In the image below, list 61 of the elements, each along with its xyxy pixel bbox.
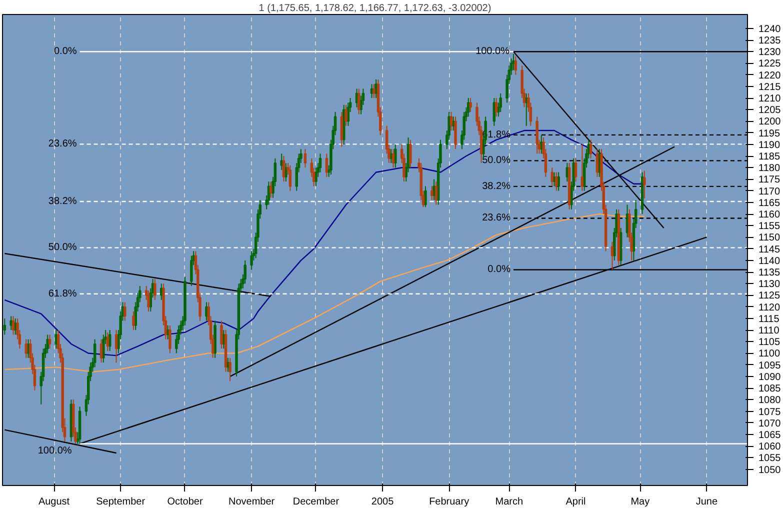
y-tick-label: 1075: [758, 406, 782, 418]
y-tick-label: 1240: [758, 24, 782, 35]
y-tick-label: 1205: [758, 105, 782, 116]
y-tick-label: 1130: [758, 279, 780, 290]
y-tick-label: 1145: [758, 244, 780, 256]
x-tick-label: March: [495, 496, 524, 508]
y-tick-label: 1065: [758, 430, 782, 441]
x-tick-label: October: [167, 496, 204, 508]
y-tick-label: 1105: [758, 337, 780, 348]
y-tick-label: 1060: [758, 442, 782, 453]
series-label: 100.0%: [38, 446, 72, 457]
y-tick-label: 1185: [758, 152, 780, 163]
y-tick-label: 1215: [758, 82, 782, 93]
y-tick-label: 1085: [758, 384, 782, 395]
x-tick-label: February: [429, 496, 470, 508]
x-tick-label: August: [38, 496, 70, 508]
series-label: 50.0%: [48, 242, 77, 254]
x-tick-label: April: [566, 496, 586, 508]
y-tick-label: 1170: [758, 186, 780, 198]
y-tick-label: 1195: [758, 128, 780, 140]
x-tick-label: September: [96, 496, 146, 508]
y-tick-label: 1230: [758, 47, 782, 58]
y-tick-label: 1150: [758, 232, 780, 244]
y-tick-label: 1160: [758, 210, 780, 221]
series-label: 0.0%: [488, 264, 511, 276]
series-label: 0.0%: [54, 46, 77, 58]
y-tick-label: 1090: [758, 372, 782, 383]
series-label: 38.2%: [48, 196, 77, 208]
series-label: 23.6%: [48, 138, 77, 150]
series-label: 23.6%: [482, 212, 511, 224]
series-label: 50.0%: [482, 155, 511, 166]
x-tick-label: June: [696, 496, 718, 508]
x-tick-label: 2005: [371, 496, 394, 508]
y-tick-label: 1190: [758, 140, 780, 151]
y-tick-label: 1110: [758, 326, 780, 337]
y-tick-label: 1070: [758, 418, 782, 430]
y-tick-label: 1125: [758, 290, 780, 302]
y-tick-label: 1080: [758, 395, 782, 406]
y-tick-label: 1050: [758, 464, 782, 476]
y-tick-label: 1225: [758, 58, 782, 70]
y-tick-label: 1055: [758, 453, 782, 464]
y-tick-label: 1155: [758, 221, 780, 232]
y-tick-label: 1135: [758, 268, 780, 279]
x-tick-label: May: [630, 496, 650, 508]
y-tick-label: 1220: [758, 70, 782, 82]
x-tick-label: November: [228, 496, 276, 508]
y-tick-label: 1095: [758, 360, 782, 372]
x-tick-label: December: [292, 496, 340, 508]
y-tick-label: 1140: [758, 256, 780, 267]
y-tick-label: 1210: [758, 94, 782, 105]
chart-title: 1 (1,175.65, 1,178.62, 1,166.77, 1,172.63, -3.02002): [258, 3, 492, 14]
y-tick-label: 1175: [758, 174, 780, 186]
y-tick-label: 1180: [758, 163, 780, 174]
y-tick-label: 1115: [758, 314, 780, 325]
y-tick-label: 1120: [758, 302, 780, 314]
series-label: 38.2%: [482, 180, 511, 192]
y-tick-label: 1165: [758, 198, 780, 209]
y-tick-label: 1200: [758, 116, 782, 128]
y-tick-label: 1235: [758, 36, 782, 47]
series-label: 61.8%: [48, 288, 77, 300]
y-tick-label: 1100: [758, 348, 780, 360]
